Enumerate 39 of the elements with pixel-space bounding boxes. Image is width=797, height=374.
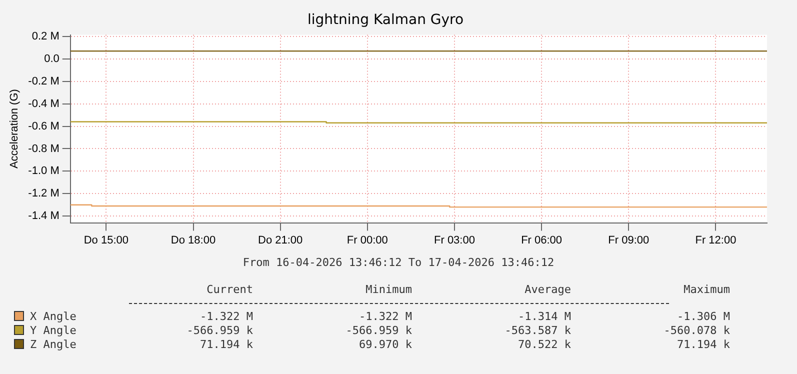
x-tick-label: Do 18:00 xyxy=(170,234,216,246)
x-tick-label: Do 15:00 xyxy=(84,234,128,246)
x-tick-label: Fr 00:00 xyxy=(346,234,388,246)
text: 69.970 k xyxy=(358,337,413,351)
text: -1.322 M xyxy=(199,309,254,323)
legend-label: X Angle xyxy=(29,309,78,323)
text: 71.194 k xyxy=(676,337,731,351)
text: -566.959 k xyxy=(344,323,413,337)
text: -560.078 k xyxy=(662,323,731,337)
y-tick-label: -0.6 M xyxy=(28,120,60,132)
x-tick-label: Fr 03:00 xyxy=(434,234,475,246)
y-tick-label: -1.2 M xyxy=(28,188,60,200)
y-tick-label: -1.0 M xyxy=(28,165,60,178)
text: -566.959 k xyxy=(186,323,254,337)
chart-title: lightning Kalman Gyro xyxy=(307,12,464,28)
y-tick-label: 0.0 xyxy=(44,52,60,65)
x-tick-label: Fr 12:00 xyxy=(695,234,736,246)
x-tick-label: Fr 06:00 xyxy=(521,234,562,246)
text: -1.306 M xyxy=(676,309,731,323)
text: -1.322 M xyxy=(358,309,413,323)
text: Maximum xyxy=(682,282,731,297)
x-tick-label: Do 21:00 xyxy=(258,234,303,246)
y-tick-label: -1.4 M xyxy=(28,210,60,222)
y-tick-label: -0.8 M xyxy=(28,142,60,155)
legend-label: Y Angle xyxy=(29,323,78,337)
y-tick-label: -0.2 M xyxy=(28,75,60,88)
text: Minimum xyxy=(364,282,413,297)
y-tick-label: -0.4 M xyxy=(28,98,60,110)
y-axis-title: Acceleration (G) xyxy=(8,89,21,169)
x-tick-label: Fr 09:00 xyxy=(608,234,650,246)
legend-label: Z Angle xyxy=(29,337,78,351)
text: Current xyxy=(206,282,254,297)
text: -563.587 k xyxy=(504,323,572,337)
text: 70.522 k xyxy=(517,337,572,351)
text: From 16-04-2026 13:46:12 To 17-04-2026 13:46:12 xyxy=(242,256,556,269)
text: -1.314 M xyxy=(517,309,572,323)
text: 71.194 k xyxy=(199,337,254,351)
y-tick-label: 0.2 M xyxy=(32,30,60,43)
text: Average xyxy=(524,282,572,297)
